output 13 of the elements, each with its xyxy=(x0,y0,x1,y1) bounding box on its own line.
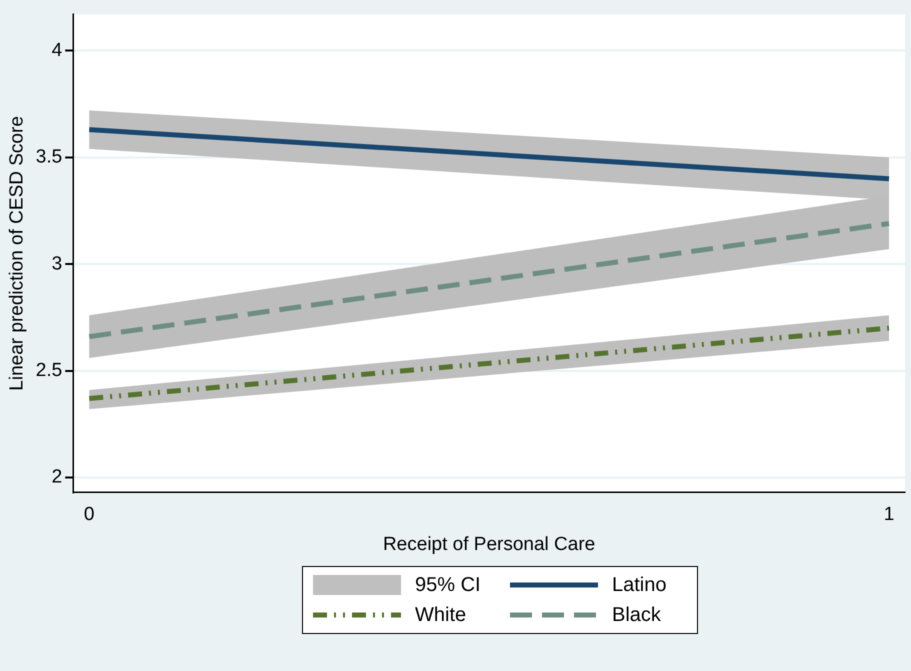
legend-label: White xyxy=(415,604,466,626)
legend-label: Black xyxy=(612,604,661,626)
y-tick-label: 2.5 xyxy=(36,360,62,381)
y-axis-title: Linear prediction of CESD Score xyxy=(6,116,28,391)
y-tick-label: 4 xyxy=(52,40,63,61)
y-tick-label: 3.5 xyxy=(36,146,62,168)
legend-label: Latino xyxy=(612,574,666,596)
x-tick-label: 1 xyxy=(884,504,894,526)
x-tick-label: 0 xyxy=(84,504,94,526)
text: 95% CI xyxy=(415,574,481,596)
y-tick-label: 3 xyxy=(52,253,62,274)
y-tick-label: 2 xyxy=(52,466,62,488)
x-axis-title: Receipt of Personal Care xyxy=(382,534,596,555)
